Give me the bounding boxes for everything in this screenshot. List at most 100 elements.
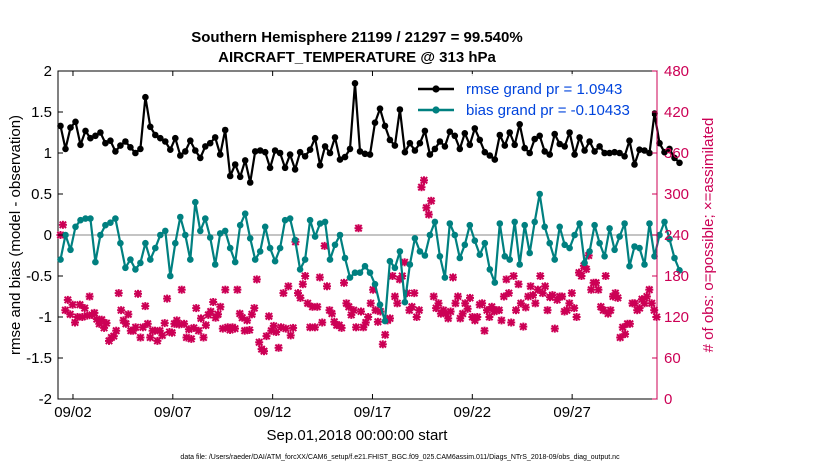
bias-point [396, 248, 404, 255]
obs-point [378, 340, 387, 349]
rmse-point [481, 148, 489, 156]
rmse-point [566, 129, 573, 136]
obs-point [599, 306, 608, 315]
obs-point [444, 314, 453, 323]
right-tick-label: 240 [664, 227, 689, 244]
x-tick-label: 09/22 [454, 404, 492, 421]
rmse-point [421, 127, 429, 135]
rmse-point [177, 152, 184, 159]
rmse-point [511, 141, 518, 149]
bias-point [451, 231, 459, 239]
rmse-point [531, 135, 538, 143]
bias-point [197, 227, 204, 235]
obs-point [255, 338, 264, 347]
rmse-point [296, 148, 304, 156]
rmse-point [496, 131, 504, 139]
rmse-point [396, 106, 404, 113]
rmse-point [561, 143, 568, 150]
rmse-point [202, 143, 209, 150]
rmse-point [491, 156, 499, 163]
obs-point [594, 285, 603, 294]
rmse-point [321, 143, 329, 150]
obs-point [504, 289, 513, 298]
rmse-point [206, 139, 214, 147]
obs-point [199, 333, 208, 342]
obs-point [621, 330, 630, 339]
rmse-point [281, 164, 289, 172]
obs-point [514, 280, 523, 289]
bias-point [356, 269, 364, 277]
obs-point [264, 312, 273, 321]
rmse-point [596, 143, 603, 150]
bias-point [296, 266, 304, 273]
bias-point [616, 233, 623, 240]
rmse-point [306, 146, 314, 153]
rmse-point [461, 130, 469, 137]
obs-point [558, 292, 567, 301]
rmse-point [226, 172, 234, 180]
obs-point [429, 292, 438, 301]
obs-point [606, 306, 615, 315]
x-axis-label: Sep.01,2018 00:00:00 start [267, 427, 449, 444]
bias-point [546, 239, 553, 247]
obs-point [531, 299, 540, 308]
obs-point [90, 308, 99, 317]
bias-point [591, 221, 598, 229]
obs-point [260, 347, 268, 356]
bias-point [117, 239, 124, 247]
rmse-point [386, 136, 394, 144]
right-tick-label: 120 [664, 309, 689, 326]
bias-point [601, 252, 608, 260]
bias-point [286, 215, 294, 222]
rmse-point [197, 154, 204, 162]
rmse-point [251, 148, 259, 155]
obs-point [422, 203, 431, 212]
rmse-point [426, 151, 434, 158]
bias-point [202, 215, 209, 222]
bias-point [641, 261, 648, 268]
obs-point [463, 304, 472, 313]
bias-point [361, 262, 369, 270]
obs-point [131, 323, 140, 332]
rmse-point [581, 147, 588, 154]
bias-point [231, 258, 239, 266]
obs-point [58, 220, 67, 229]
rmse-point [656, 139, 663, 147]
obs-point [117, 306, 126, 315]
bias-point [636, 244, 643, 252]
obs-point [640, 299, 649, 308]
x-tick-label: 09/17 [354, 404, 392, 421]
obs-point [572, 313, 581, 321]
obs-point [286, 331, 295, 340]
bias-point [157, 231, 164, 239]
bias-point [341, 254, 349, 262]
bias-point [371, 280, 379, 288]
obs-point [630, 299, 639, 308]
obs-point [233, 285, 242, 294]
rmse-point [436, 138, 444, 145]
rmse-point [77, 141, 84, 149]
rmse-point [611, 148, 618, 156]
bias-point [97, 231, 104, 239]
bias-point [501, 252, 509, 260]
obs-point [194, 326, 203, 335]
rmse-point [441, 143, 449, 150]
left-tick-label: -0.5 [26, 268, 52, 285]
obs-point [197, 314, 205, 323]
bias-point [92, 258, 99, 266]
bias-point [261, 223, 269, 231]
bias-point [566, 244, 573, 252]
bias-point [521, 221, 528, 229]
obs-point [526, 282, 535, 291]
right-tick-label: 60 [664, 350, 681, 367]
x-tick-label: 09/27 [553, 404, 591, 421]
obs-point [340, 278, 348, 287]
bias-point [221, 227, 229, 235]
bias-point [281, 216, 289, 224]
obs-point [231, 324, 239, 333]
bias-point [177, 213, 184, 221]
obs-point [407, 302, 416, 311]
obs-point [393, 299, 402, 308]
rmse-point [516, 121, 523, 128]
bias-point [526, 249, 533, 257]
